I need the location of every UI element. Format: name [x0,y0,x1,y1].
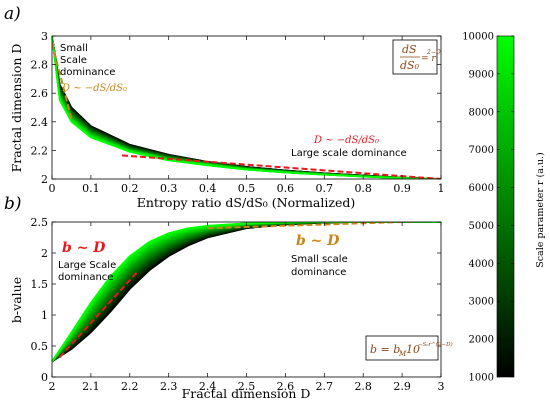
b-y-tick-label: 2.5 [31,216,49,229]
colorbar-tick-label: 5000 [469,221,494,232]
a-x-tick-label: 0 [49,182,56,195]
colorbar-tick-label: 7000 [469,145,494,156]
a-x-tick-label: 0.7 [316,182,334,195]
colorbar-tick-label: 6000 [469,183,494,194]
b-x-tick-label: 2 [49,380,56,393]
a-small-scale-line2: Scale [60,55,87,66]
colorbar: 1000 2000 3000 4000 5000 6000 7000 8000 9000 1000… [462,32,546,384]
a-small-scale-line3: dominance [60,67,115,78]
b-x-tick-label: 2.9 [393,380,411,393]
b-y-tick-label: 2 [41,247,48,260]
a-y-tick-label: 3 [41,30,48,43]
a-small-fit-label: D ~ −dS/dS₀ [61,83,127,94]
panel-b-fit-lines [59,222,434,358]
a-equation-box: dS dS₀ = r 2−D [392,39,441,75]
b-x-tick-label: 2.3 [160,380,178,393]
a-y-tick-label: 2 [41,173,48,186]
colorbar-label: Scale parameter r (a.u.) [535,152,546,268]
a-large-scale-label: Large scale dominance [291,148,407,159]
panel-a-label: a) [4,4,21,24]
a-fit-line-1 [121,154,441,179]
b-large-scale-line1: Large Scale [58,260,116,271]
b-large-fit-label: b ~ D [62,240,106,256]
b-x-axis-label: Fractal dimension D [182,386,311,400]
b-y-axis-label: b-value [9,277,24,323]
a-eq-numerator: dS [402,43,417,56]
b-eq-lhs: b = b [370,343,400,356]
panel-a-y-ticks: 2 2.2 2.4 2.6 2.8 3 [31,30,441,186]
colorbar-ticks: 1000 2000 3000 4000 5000 6000 7000 8000 9000 1000… [462,32,514,384]
b-y-tick-label: 1 [41,309,48,322]
a-y-axis-label: Fractal dimension D [9,44,24,173]
colorbar-tick-label: 8000 [469,107,494,118]
b-y-tick-label: 0.5 [31,340,49,353]
colorbar-bar [496,35,515,378]
b-eq-exponent: −S₀r^(2−D) [418,341,453,348]
colorbar-tick-label: 2000 [469,335,494,346]
b-equation-box: b = b M 10 −S₀r^(2−D) [365,335,453,361]
a-fit-line-0 [52,42,73,120]
a-x-tick-label: 0.6 [277,182,295,195]
a-x-tick-label: 0.9 [393,182,411,195]
colorbar-tick-label: 9000 [469,69,494,80]
b-x-tick-label: 2.7 [316,380,334,393]
colorbar-tick-label: 3000 [469,297,494,308]
b-y-tick-label: 0 [41,371,48,384]
a-y-tick-label: 2.6 [31,87,49,100]
b-x-tick-label: 2.4 [199,380,217,393]
colorbar-tick-label: 1000 [469,373,494,384]
panel-b-y-ticks: 0 0.5 1 1.5 2 2.5 [31,216,441,384]
b-eq-subscript: M [398,350,407,358]
b-curve-r-10000 [52,222,441,362]
a-x-tick-label: 0.4 [199,182,217,195]
b-x-tick-label: 2.8 [354,380,372,393]
a-eq-denominator: dS₀ [400,59,420,72]
panel-a-fit-lines [52,42,441,179]
a-y-tick-label: 2.4 [31,116,49,129]
a-x-tick-label: 0.5 [238,182,256,195]
a-eq-exponent: 2−D [426,49,441,56]
panel-b-chart: 2 2.1 2.2 2.3 2.4 2.5 2.6 2.7 2.8 2.9 3 00.511.522… [9,216,453,400]
b-x-tick-label: 3 [438,380,445,393]
a-y-tick-label: 2.8 [31,59,49,72]
colorbar-tick-label: 4000 [469,259,494,270]
a-small-scale-line1: Small [60,43,88,54]
panel-a-x-ticks: 0 0.1 0.2 0.3 0.4 0.5 0.6 0.7 0.8 0.9 1 [49,36,445,195]
b-y-tick-label: 1.5 [31,278,49,291]
a-x-tick-label: 0.2 [121,182,139,195]
b-fit-line-1 [207,222,434,230]
panel-a-chart: 0 0.1 0.2 0.3 0.4 0.5 0.6 0.7 0.8 0.9 1 2 2.2 2.4 2.6… [9,30,445,210]
colorbar-tick-label: 10000 [462,32,494,43]
panel-b-x-ticks: 2 2.1 2.2 2.3 2.4 2.5 2.6 2.7 2.8 2.9 3 [49,222,445,393]
b-x-tick-label: 2.6 [277,380,295,393]
b-small-scale-line2: dominance [291,267,346,278]
b-small-fit-label: b ~ D [296,233,340,249]
b-small-scale-line1: Small scale [291,254,348,265]
b-fit-line-0 [59,270,139,358]
b-x-tick-label: 2.2 [121,380,139,393]
a-large-fit-label: D ~ −dS/dS₀ [313,135,379,146]
panel-b-label: b) [4,194,22,214]
b-eq-base: 10 [406,343,420,356]
b-large-scale-line2: dominance [58,272,113,283]
a-x-tick-label: 0.8 [354,182,372,195]
a-x-tick-label: 1 [438,182,445,195]
a-x-axis-label: Entropy ratio dS/dS₀ (Normalized) [137,195,356,210]
a-y-tick-label: 2.2 [31,144,49,157]
b-x-tick-label: 2.1 [82,380,100,393]
a-x-tick-label: 0.1 [82,182,100,195]
a-eq-rhs: = r [421,54,436,64]
b-x-tick-label: 2.5 [238,380,256,393]
a-x-tick-label: 0.3 [160,182,178,195]
